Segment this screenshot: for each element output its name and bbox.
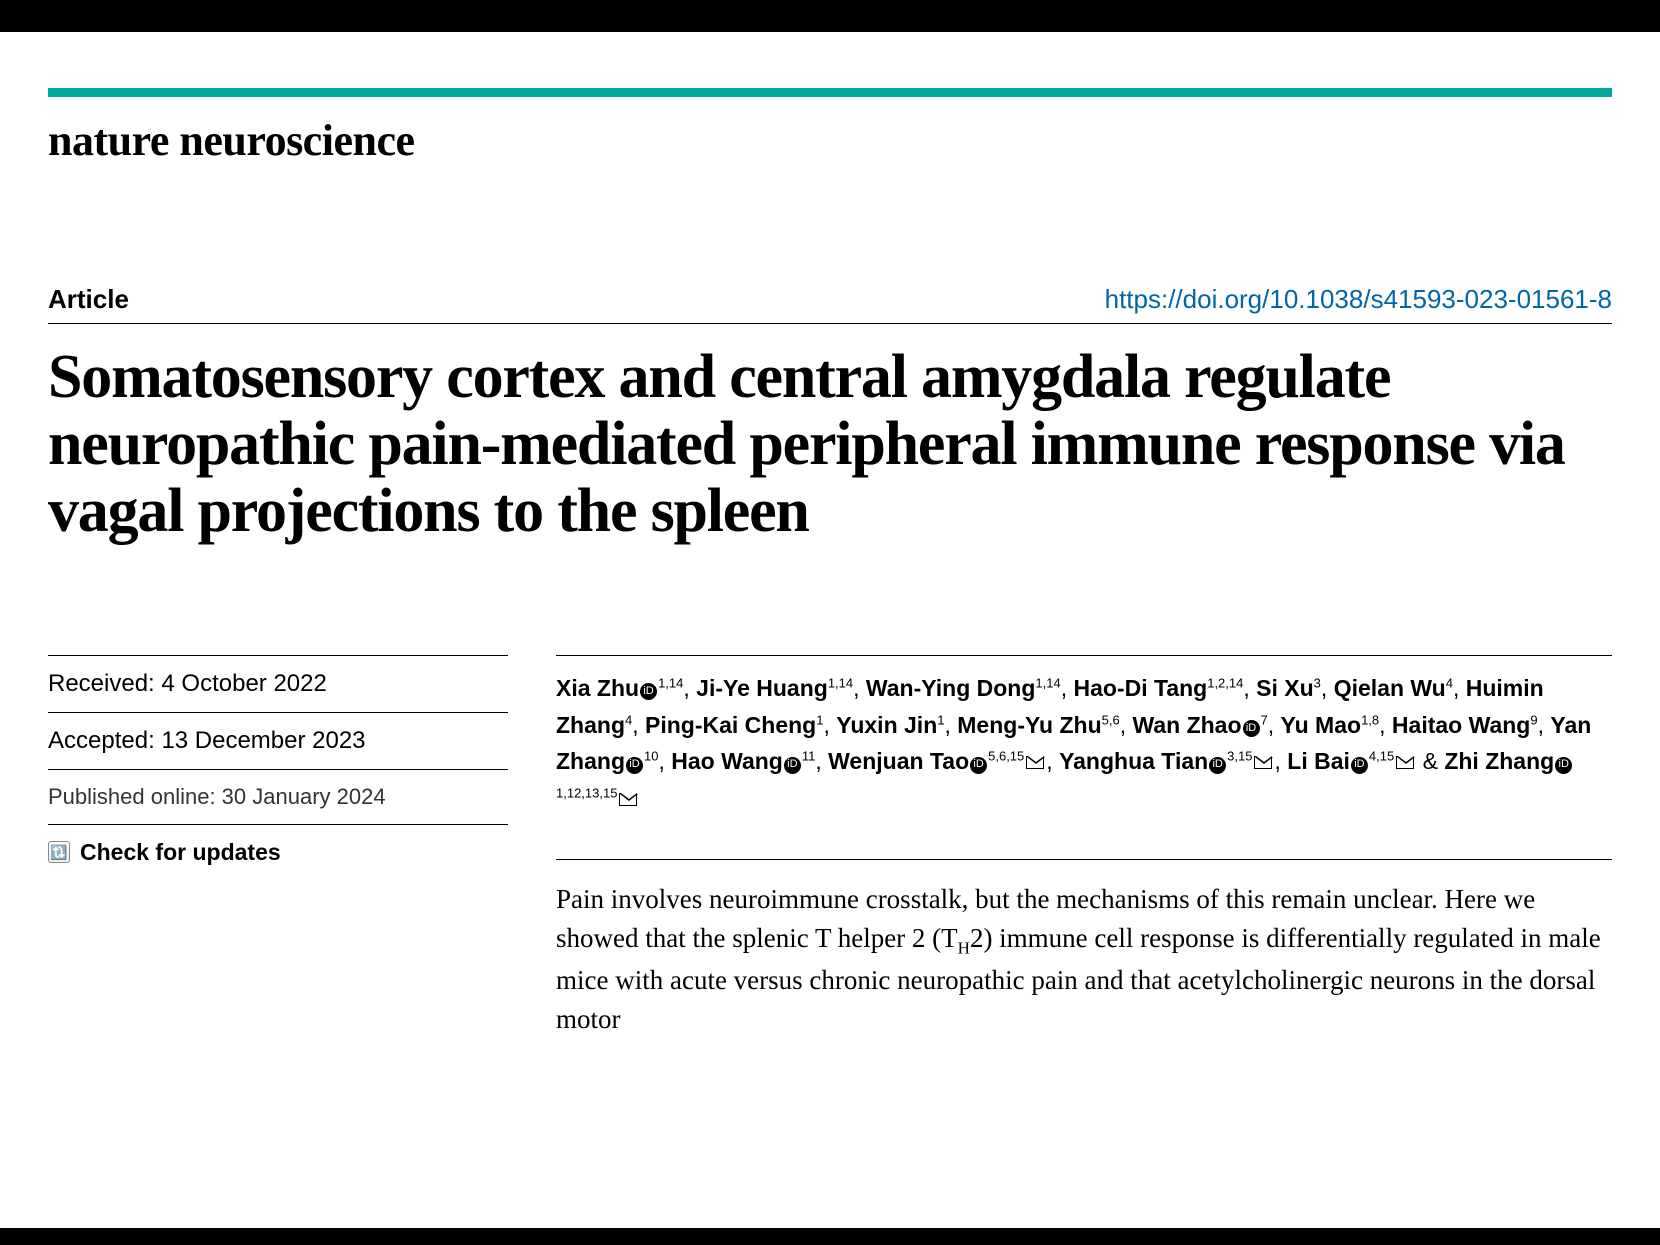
article-type: Article (48, 284, 129, 315)
published-date: Published online: 30 January 2024 (48, 769, 508, 825)
journal-name: nature neuroscience (48, 115, 1612, 166)
orcid-icon[interactable]: iD (640, 683, 657, 700)
check-updates-button[interactable]: 🔃 Check for updates (48, 825, 508, 880)
orcid-icon[interactable]: iD (1243, 720, 1260, 737)
doi-link[interactable]: https://doi.org/10.1038/s41593-023-01561… (1105, 284, 1612, 315)
abstract-section: Pain involves neuroimmune crosstalk, but… (556, 859, 1612, 1039)
accepted-date: Accepted: 13 December 2023 (48, 712, 508, 769)
accent-rule (48, 88, 1612, 97)
article-page: nature neuroscience Article https://doi.… (0, 32, 1660, 1228)
updates-icon: 🔃 (48, 841, 70, 863)
article-title: Somatosensory cortex and central amygdal… (48, 344, 1612, 545)
updates-label: Check for updates (80, 839, 281, 866)
orcid-icon[interactable]: iD (1209, 757, 1226, 774)
metadata-column: Received: 4 October 2022 Accepted: 13 De… (48, 655, 508, 1040)
mail-icon[interactable] (1026, 756, 1044, 769)
orcid-icon[interactable]: iD (1555, 757, 1572, 774)
orcid-icon[interactable]: iD (1351, 757, 1368, 774)
abstract-text: Pain involves neuroimmune crosstalk, but… (556, 880, 1612, 1039)
meta-row: Article https://doi.org/10.1038/s41593-0… (48, 284, 1612, 324)
orcid-icon[interactable]: iD (784, 757, 801, 774)
mail-icon[interactable] (1254, 756, 1272, 769)
lower-section: Received: 4 October 2022 Accepted: 13 De… (48, 655, 1612, 1040)
authors-abstract-column: Xia ZhuiD1,14, Ji-Ye Huang1,14, Wan-Ying… (556, 655, 1612, 1040)
mail-icon[interactable] (1396, 756, 1414, 769)
orcid-icon[interactable]: iD (626, 757, 643, 774)
orcid-icon[interactable]: iD (970, 757, 987, 774)
mail-icon[interactable] (619, 793, 637, 806)
authors-list: Xia ZhuiD1,14, Ji-Ye Huang1,14, Wan-Ying… (556, 670, 1612, 817)
received-date: Received: 4 October 2022 (48, 655, 508, 712)
